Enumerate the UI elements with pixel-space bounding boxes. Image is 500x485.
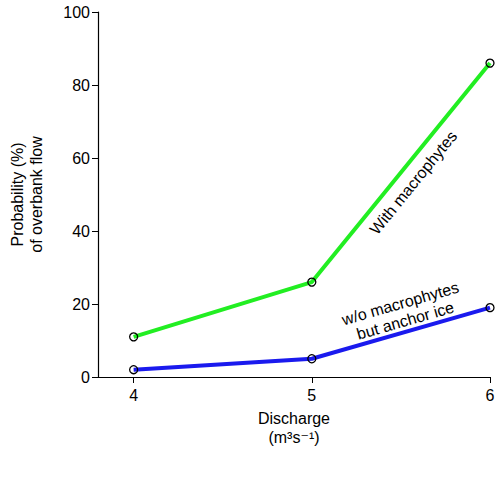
svg-text:0: 0 <box>81 369 90 386</box>
svg-text:(m³s⁻¹): (m³s⁻¹) <box>268 429 319 446</box>
svg-text:100: 100 <box>63 4 90 21</box>
svg-text:Probability (%): Probability (%) <box>9 142 26 246</box>
svg-text:80: 80 <box>72 77 90 94</box>
svg-text:20: 20 <box>72 296 90 313</box>
svg-text:5: 5 <box>307 387 316 404</box>
svg-text:40: 40 <box>72 223 90 240</box>
svg-text:but anchor ice: but anchor ice <box>354 298 456 343</box>
svg-text:Discharge: Discharge <box>258 410 330 427</box>
svg-text:6: 6 <box>486 387 495 404</box>
svg-text:4: 4 <box>129 387 138 404</box>
svg-text:With macrophytes: With macrophytes <box>366 128 460 238</box>
svg-text:w/o macrophytes: w/o macrophytes <box>339 278 461 329</box>
svg-text:of overbank flow: of overbank flow <box>28 136 45 253</box>
svg-text:60: 60 <box>72 150 90 167</box>
